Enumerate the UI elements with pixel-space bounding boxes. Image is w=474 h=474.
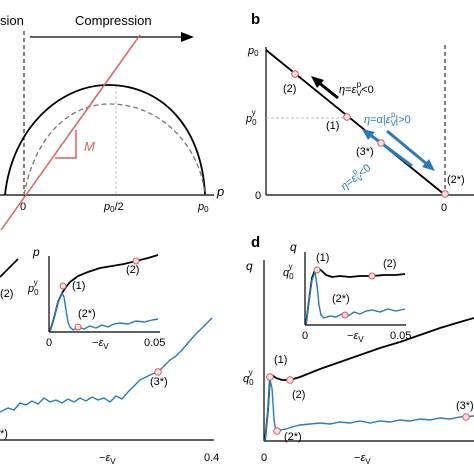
panel-c-inset-point-2star	[74, 323, 82, 331]
panel-d-ytick: q0y	[243, 368, 254, 387]
panel-c-inset-point-1-label: (1)	[72, 280, 85, 292]
panel-b-arrow-up-head	[311, 76, 324, 88]
panel-c-point-3star-label: (3*)	[150, 376, 168, 388]
panel-d-xlabel: −εV	[354, 452, 371, 466]
panel-a-arrowhead	[181, 32, 194, 42]
panel-a: sion Compression p M 0 p0/2 p0	[0, 13, 224, 231]
panel-d-point-3star-label: (3*)	[456, 400, 474, 412]
panel-d-point-2star-label: (2*)	[284, 431, 302, 443]
panel-c-inset: p p0y (1) (2) (2*) 0 −εV 0.05	[27, 245, 165, 351]
panel-b-point-1	[343, 113, 351, 121]
panel-d-inset-blue-curve	[305, 269, 406, 325]
panel-a-xtick-p0half: p0/2	[103, 201, 124, 214]
panel-c-point-partial-label: *)	[0, 428, 8, 440]
panel-b-label-unloading: η=εVp<0	[339, 80, 374, 98]
panel-d-inset-point-2	[368, 272, 376, 280]
panel-b: b p0 p0y 0 0 η=εVp<0 η=α|εVp|>0 η=εVp<0 …	[245, 11, 474, 214]
panel-d-inset-point-2-label: (2)	[383, 258, 396, 270]
panel-b-arrow-back-head	[362, 129, 375, 140]
panel-b-label-compaction: η=α|εVp|>0	[364, 110, 411, 128]
panel-b-label-dilation: η=εVp<0	[336, 159, 374, 195]
panel-d-inset-point-2star	[341, 311, 349, 319]
panel-d-inset-ylabel: q	[290, 240, 297, 254]
panel-c-blue-curve	[0, 317, 213, 413]
panel-c-inset-xlabel: −εV	[92, 337, 109, 351]
panel-c-xtick-04: 0.4	[204, 452, 219, 464]
panel-a-header-right: Compression	[75, 13, 152, 28]
panel-b-point-3star	[377, 139, 385, 147]
panel-d-inset-point-1	[313, 266, 321, 274]
panel-c-inset-point-2star-label: (2*)	[78, 308, 96, 320]
panel-b-ytick-0: 0	[255, 190, 261, 202]
panel-c-inset-blue-curve	[49, 291, 159, 332]
panel-d-blue-curve	[264, 379, 474, 442]
panel-d-point-2-label: (2)	[292, 389, 305, 401]
panel-b-point-1-label: (1)	[326, 120, 339, 132]
panel-b-arrow-down	[386, 129, 429, 167]
panel-b-ytick-p0: p0	[247, 45, 259, 58]
panel-b-point-2	[291, 70, 299, 78]
panel-b-arrow-up	[317, 80, 339, 100]
panel-b-label: b	[251, 11, 260, 28]
panel-c-point-3star	[154, 368, 162, 376]
panel-a-header-left: sion	[0, 13, 24, 28]
panel-c-inset-ytick: p0y	[27, 278, 39, 297]
panel-a-xlabel: p	[216, 184, 224, 199]
panel-d-inset: q q0y (1) (2) (2*) 0 −εV 0.05	[283, 240, 411, 344]
panel-a-slope-triangle	[55, 130, 77, 159]
panel-b-point-2star-label: (2*)	[447, 174, 465, 186]
panel-d: d q q0y (1) (2) (2*) (3*) 0 −εV q q0y (1…	[243, 234, 474, 466]
panel-d-inset-xtick-005: 0.05	[390, 330, 411, 342]
panel-a-critical-state-line	[0, 34, 141, 231]
panel-b-arrow-back	[368, 132, 413, 168]
panel-d-inset-point-2star-label: (2*)	[332, 293, 350, 305]
panel-d-point-1	[266, 373, 274, 381]
panel-d-inset-xlabel: −εV	[347, 330, 364, 344]
panel-b-arrow-down-head	[422, 159, 435, 171]
panel-c-inset-xtick-0: 0	[46, 337, 52, 349]
panel-c-inset-xtick-005: 0.05	[144, 337, 165, 349]
panel-a-slope-label: M	[84, 139, 95, 154]
panel-a-xtick-p0: p0	[197, 201, 209, 214]
panel-d-point-1-label: (1)	[274, 354, 287, 366]
panel-d-point-3star	[462, 413, 470, 421]
panel-d-point-2star	[273, 427, 281, 435]
panel-c-xlabel: −εV	[99, 452, 116, 466]
panel-c-inset-point-2	[132, 257, 140, 265]
panel-d-inset-black-curve	[305, 266, 406, 325]
panel-b-point-2-label: (2)	[283, 83, 296, 95]
panel-c: (2) (3*) *) −εV 0.4 p p0y (1) (2) (2*) 0…	[0, 245, 219, 466]
panel-a-yield-surface	[4, 84, 206, 196]
panel-c-inset-ylabel: p	[32, 245, 40, 259]
panel-d-point-2	[286, 376, 294, 384]
panel-b-ytick-py: p0y	[245, 108, 257, 127]
panel-d-label: d	[251, 234, 260, 251]
panel-b-point-3star-label: (3*)	[356, 146, 374, 158]
panel-c-inset-black-curve	[49, 254, 159, 332]
panel-c-inset-point-1	[59, 282, 67, 290]
panel-d-inset-xtick-0: 0	[302, 330, 308, 342]
panel-c-point-2-label: (2)	[0, 288, 13, 300]
panel-d-inset-ytick: q0y	[283, 262, 294, 281]
panel-d-inset-point-1-label: (1)	[316, 252, 329, 264]
panel-b-xtick-0: 0	[441, 202, 447, 214]
panel-a-dashed-surface	[23, 103, 206, 196]
panel-d-ylabel: q	[246, 259, 253, 273]
panel-c-inset-point-2-label: (2)	[126, 264, 139, 276]
panel-d-xtick-0: 0	[261, 452, 267, 464]
panel-a-xtick-0: 0	[20, 201, 26, 213]
panel-c-black-curve-end	[0, 258, 19, 278]
panel-b-point-2star	[441, 190, 449, 198]
